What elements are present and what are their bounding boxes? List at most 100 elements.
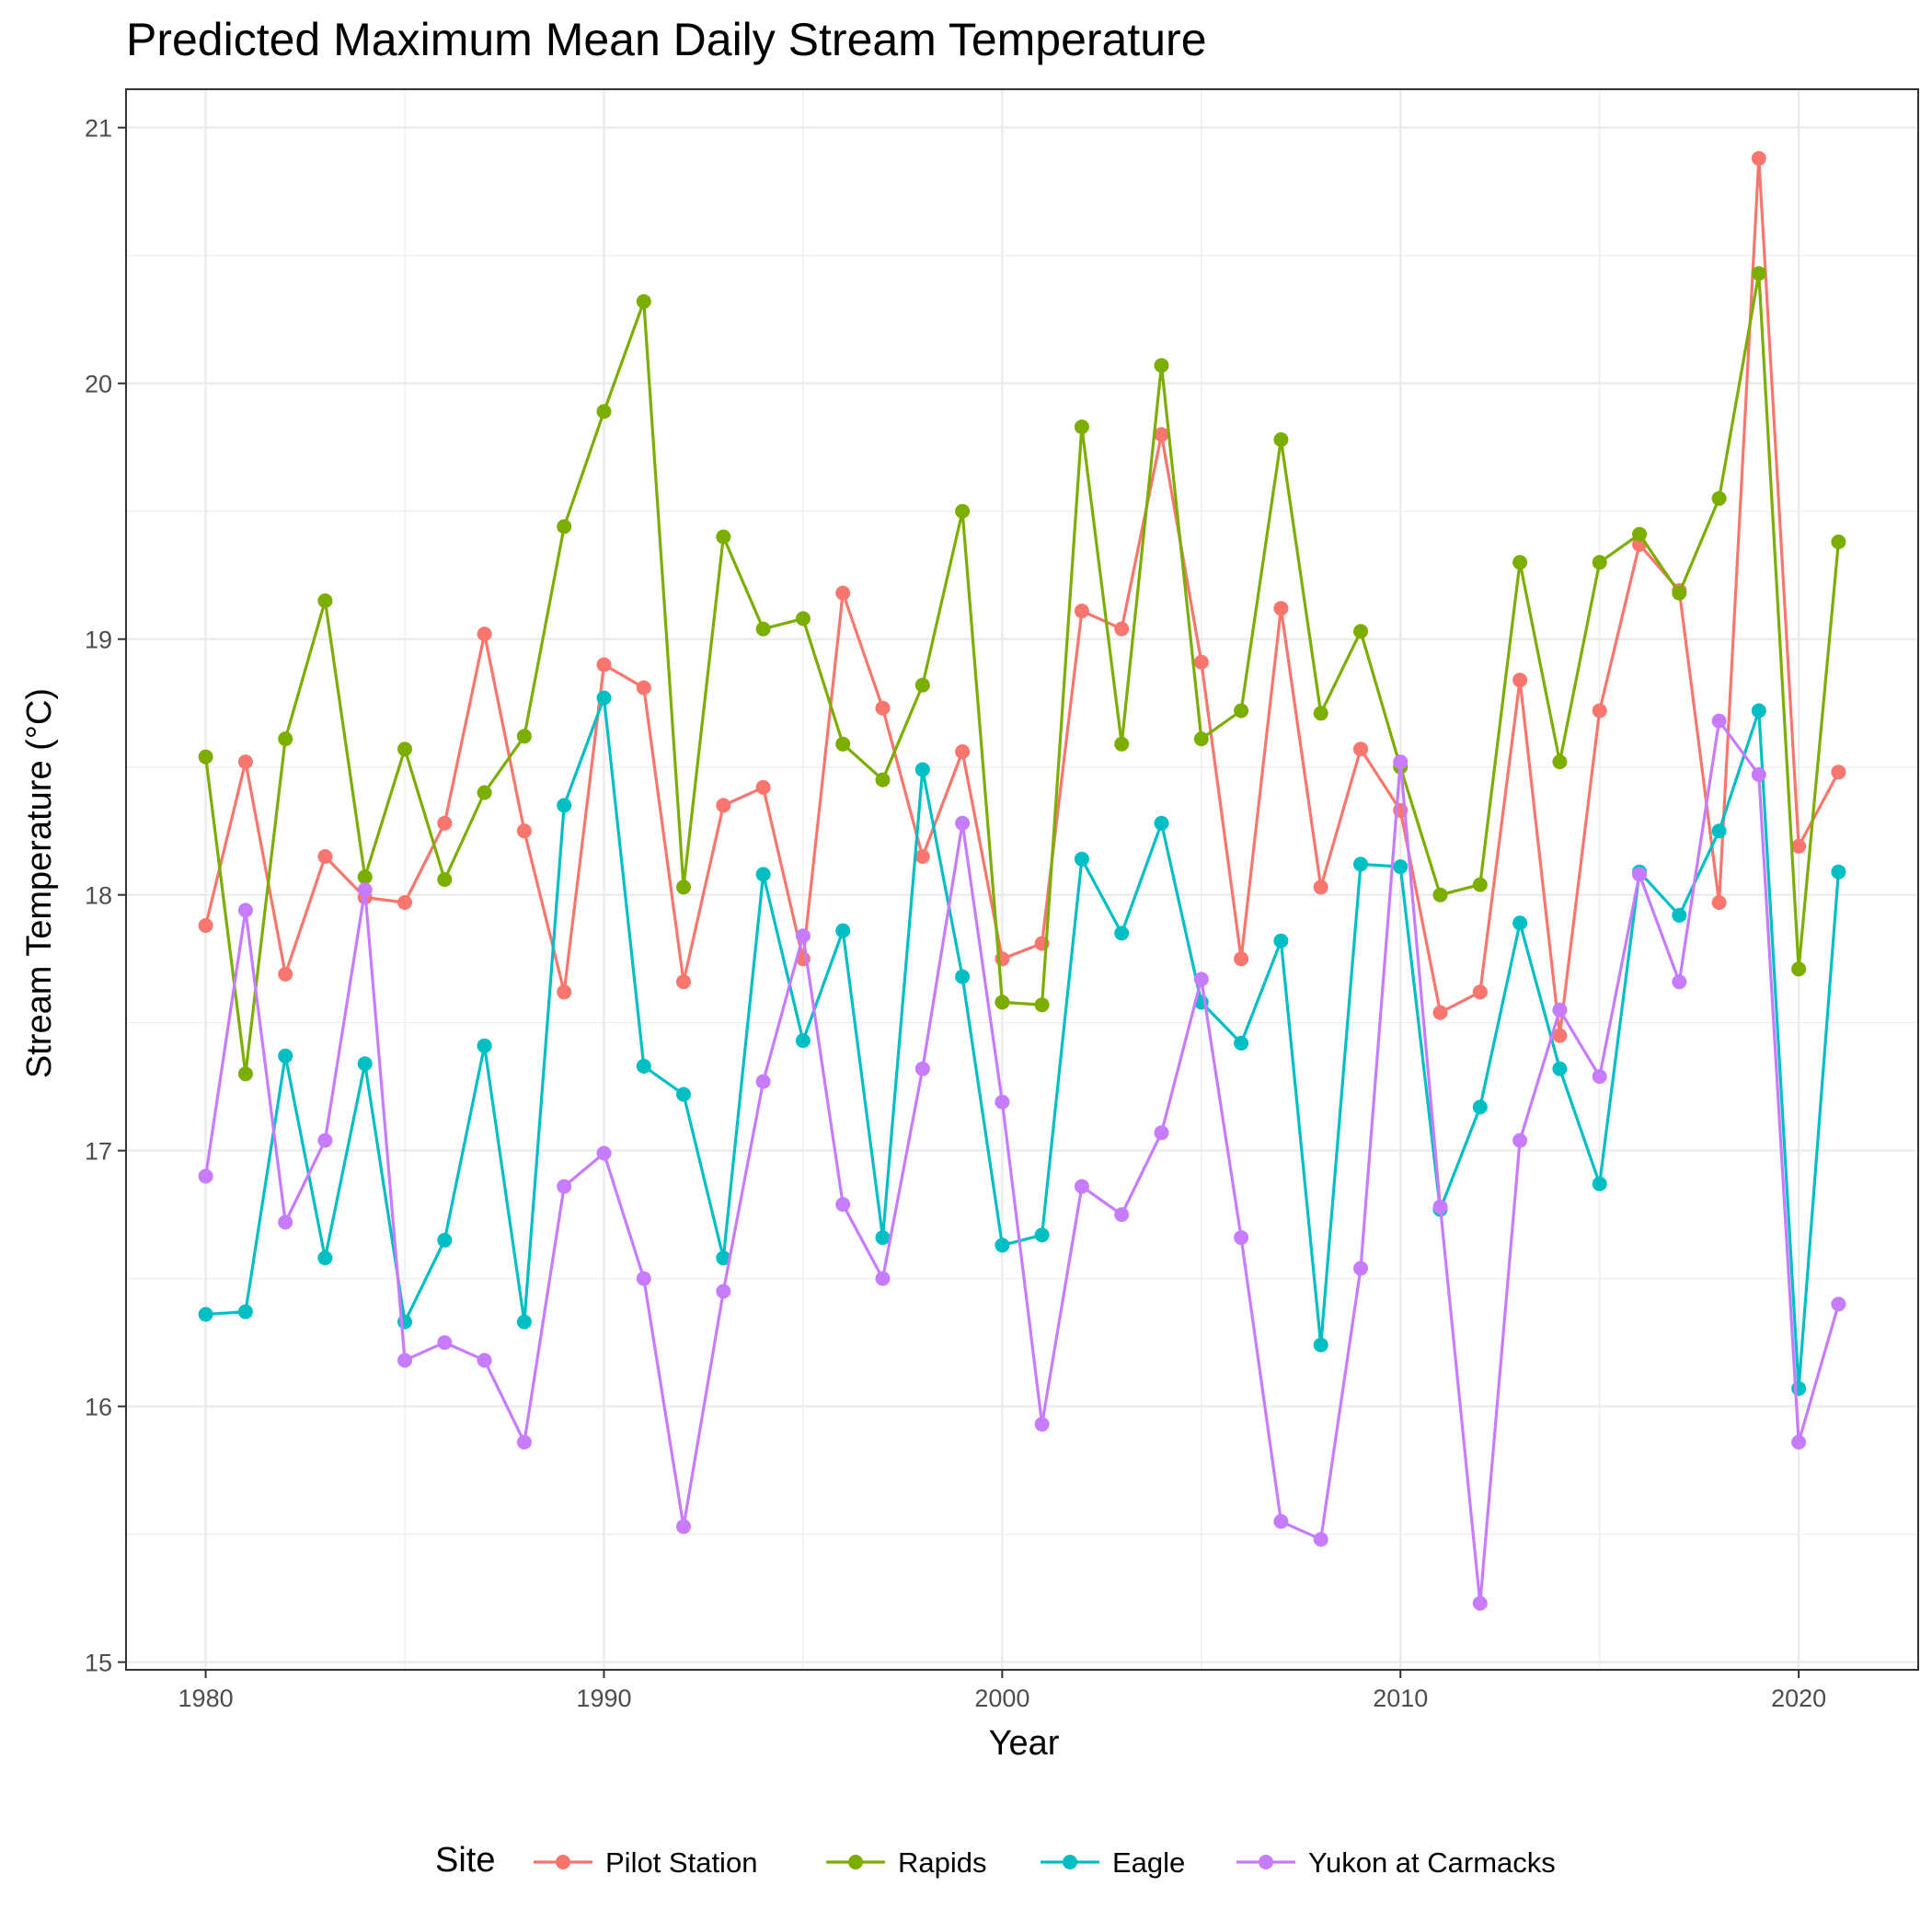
- y-tick-label: 16: [85, 1394, 112, 1421]
- data-point-yukon-at-carmacks: [437, 1335, 453, 1351]
- data-point-eagle: [1234, 1035, 1249, 1051]
- legend-key-point: [848, 1855, 863, 1869]
- data-point-yukon-at-carmacks: [1154, 1125, 1169, 1141]
- data-point-pilot-station: [1751, 151, 1766, 167]
- data-point-yukon-at-carmacks: [357, 882, 373, 898]
- data-point-pilot-station: [755, 779, 771, 795]
- data-point-eagle: [995, 1237, 1010, 1253]
- data-point-rapids: [477, 785, 492, 800]
- data-point-eagle: [357, 1056, 373, 1072]
- data-point-yukon-at-carmacks: [1353, 1260, 1368, 1276]
- data-point-rapids: [1592, 555, 1607, 570]
- data-point-yukon-at-carmacks: [397, 1352, 412, 1368]
- data-point-yukon-at-carmacks: [795, 928, 811, 944]
- data-point-yukon-at-carmacks: [1432, 1199, 1448, 1214]
- data-point-pilot-station: [1552, 1028, 1568, 1043]
- x-axis: 1980 1990 2000 2010 2020: [178, 1670, 1826, 1712]
- data-point-eagle: [1831, 864, 1846, 880]
- x-tick-label: 2020: [1771, 1685, 1826, 1712]
- legend-title: Site: [435, 1841, 495, 1880]
- data-point-yukon-at-carmacks: [477, 1352, 492, 1368]
- data-point-eagle: [237, 1304, 253, 1319]
- data-point-rapids: [1432, 887, 1448, 903]
- data-point-pilot-station: [397, 895, 412, 910]
- data-point-rapids: [636, 293, 651, 309]
- data-point-eagle: [795, 1033, 811, 1049]
- data-point-yukon-at-carmacks: [317, 1133, 333, 1148]
- data-point-eagle: [875, 1230, 891, 1246]
- series-rapids: [198, 266, 1846, 1082]
- data-point-pilot-station: [1512, 673, 1528, 688]
- data-point-rapids: [995, 995, 1010, 1010]
- data-point-yukon-at-carmacks: [278, 1214, 293, 1230]
- data-point-rapids: [1751, 266, 1766, 282]
- data-point-yukon-at-carmacks: [914, 1061, 930, 1076]
- data-point-rapids: [676, 880, 691, 895]
- data-point-eagle: [596, 690, 612, 706]
- data-point-yukon-at-carmacks: [875, 1271, 891, 1286]
- data-point-rapids: [1552, 754, 1568, 770]
- data-point-eagle: [1313, 1337, 1328, 1352]
- data-point-rapids: [1154, 358, 1169, 374]
- data-point-pilot-station: [437, 815, 453, 831]
- data-point-rapids: [1234, 703, 1249, 719]
- data-point-rapids: [955, 503, 971, 519]
- data-point-rapids: [716, 529, 731, 545]
- legend-label: Pilot Station: [605, 1846, 757, 1879]
- data-point-yukon-at-carmacks: [1552, 1002, 1568, 1018]
- data-point-rapids: [278, 731, 293, 747]
- y-tick-label: 20: [85, 371, 112, 398]
- data-point-yukon-at-carmacks: [1592, 1069, 1607, 1085]
- data-point-yukon-at-carmacks: [1393, 754, 1409, 770]
- plot-panel: [125, 88, 1919, 1671]
- data-point-rapids: [755, 621, 771, 637]
- x-axis-title: Year: [989, 1724, 1060, 1763]
- data-point-rapids: [1672, 585, 1687, 601]
- data-point-pilot-station: [1432, 1005, 1448, 1020]
- legend-item-yukon-at-carmacks: Yukon at Carmacks: [1236, 1846, 1556, 1879]
- data-point-rapids: [1632, 526, 1647, 542]
- data-point-rapids: [1034, 997, 1050, 1013]
- data-point-eagle: [835, 923, 851, 938]
- legend-key-point: [1259, 1855, 1273, 1869]
- data-point-rapids: [1711, 490, 1727, 506]
- legend-item-pilot-station: Pilot Station: [534, 1846, 757, 1879]
- data-point-yukon-at-carmacks: [755, 1074, 771, 1089]
- data-point-rapids: [357, 869, 373, 885]
- data-point-pilot-station: [1074, 604, 1089, 619]
- data-point-pilot-station: [1193, 654, 1209, 670]
- data-point-eagle: [317, 1250, 333, 1266]
- y-tick-label: 18: [85, 882, 112, 910]
- data-point-yukon-at-carmacks: [716, 1283, 731, 1299]
- data-point-yukon-at-carmacks: [995, 1094, 1010, 1110]
- data-point-rapids: [397, 742, 412, 757]
- data-point-rapids: [1114, 736, 1130, 752]
- legend-label: Rapids: [898, 1846, 987, 1879]
- data-point-pilot-station: [955, 744, 971, 759]
- x-tick-label: 1990: [576, 1685, 631, 1712]
- data-point-pilot-station: [1592, 703, 1607, 719]
- data-point-rapids: [1074, 420, 1089, 434]
- data-point-eagle: [1074, 851, 1089, 867]
- data-point-eagle: [557, 798, 572, 813]
- legend-label: Yukon at Carmacks: [1308, 1846, 1556, 1879]
- data-point-pilot-station: [636, 680, 651, 696]
- data-point-eagle: [1273, 933, 1289, 949]
- data-point-yukon-at-carmacks: [1034, 1417, 1050, 1432]
- data-point-yukon-at-carmacks: [1751, 767, 1766, 782]
- data-point-yukon-at-carmacks: [1234, 1230, 1249, 1246]
- data-point-pilot-station: [516, 823, 532, 839]
- data-point-rapids: [1273, 431, 1289, 447]
- series-eagle: [198, 690, 1846, 1397]
- data-point-yukon-at-carmacks: [1512, 1133, 1528, 1148]
- data-point-eagle: [955, 969, 971, 984]
- data-point-rapids: [875, 772, 891, 788]
- series-yukon-at-carmacks: [198, 713, 1846, 1611]
- data-point-pilot-station: [835, 585, 851, 601]
- data-point-eagle: [1711, 823, 1727, 839]
- data-point-rapids: [1313, 706, 1328, 721]
- data-point-eagle: [1592, 1176, 1607, 1191]
- series-layer: [198, 151, 1846, 1611]
- legend-key-point: [556, 1855, 570, 1869]
